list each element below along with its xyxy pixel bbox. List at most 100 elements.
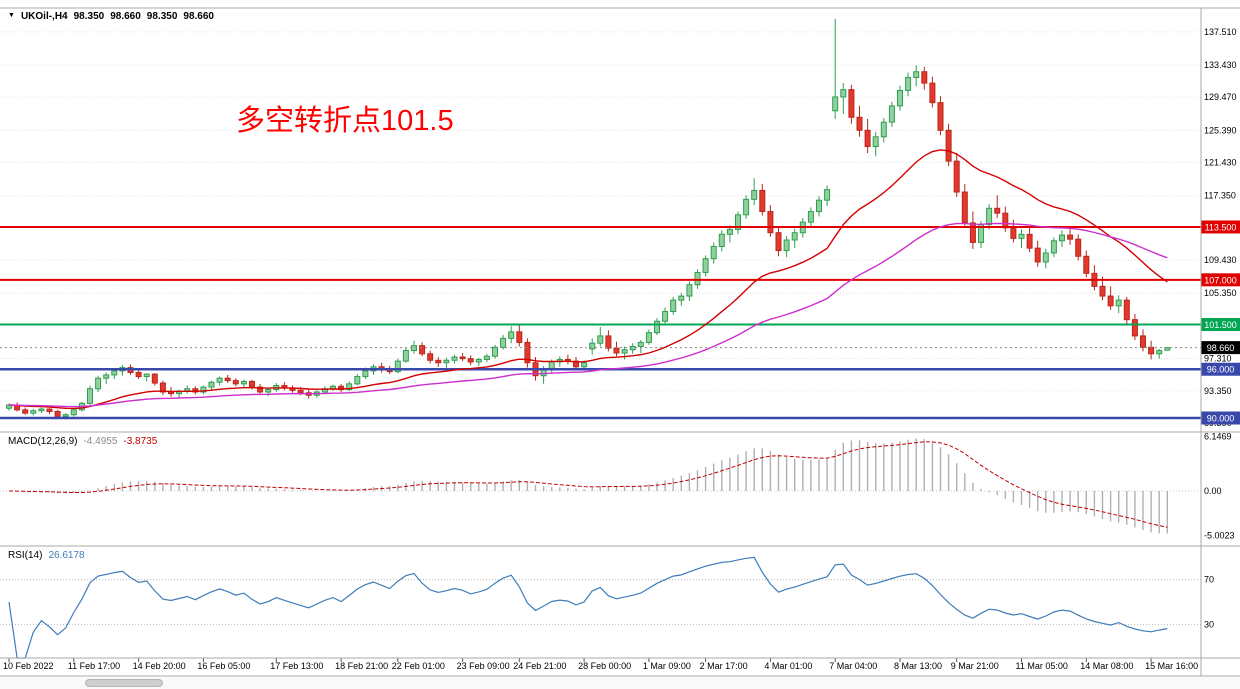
symbol-dropdown-icon[interactable]: ▼ (8, 12, 15, 19)
rsi-level-label: 30 (1204, 619, 1214, 629)
candle-body (864, 129, 871, 148)
candle-body (143, 373, 150, 378)
candle-body (419, 345, 426, 355)
macd-histogram (16, 438, 1169, 534)
candle-body (435, 359, 442, 364)
candle-body (816, 199, 822, 213)
price-axis[interactable]: 137.510 133.430 129.470 125.390 121.430 117.3… (1201, 27, 1240, 428)
macd-name: MACD(12,26,9) (8, 436, 78, 447)
candle-body (1156, 350, 1163, 355)
candle-body (451, 356, 458, 361)
candle-body (443, 359, 450, 364)
symbol-header: ▼ UKOil-,H4 98.350 98.660 98.350 98.660 (8, 11, 214, 22)
x-axis-label: 10 Feb 2022 (3, 661, 54, 671)
candle-body (961, 191, 968, 224)
candle-body (394, 360, 401, 373)
rsi-value: 26.6178 (48, 550, 85, 561)
pane-borders (0, 7, 1240, 677)
macd-axis-tick-label: -5.0023 (1204, 531, 1235, 541)
candle-body (905, 76, 912, 91)
candle-body (589, 342, 596, 350)
candle-body (969, 222, 976, 243)
ohlc-high: 98.660 (110, 11, 141, 22)
candle-body (597, 335, 604, 344)
macd-axis[interactable]: 6.1469 0.00 -5.0023 (1204, 431, 1235, 540)
svg-text:101.500: 101.500 (1204, 320, 1237, 330)
candle-body (216, 377, 223, 383)
current-price-label: 98.660 (1201, 341, 1240, 355)
candle-body (362, 370, 369, 378)
x-axis-label: 14 Mar 08:00 (1080, 661, 1133, 671)
candle-body (151, 373, 158, 384)
candle-body (953, 160, 960, 193)
price-axis-tick-label: 97.310 (1204, 354, 1232, 364)
candle-body (613, 347, 620, 354)
candle-body (986, 207, 993, 226)
candle-body (1140, 335, 1146, 348)
candle-body (832, 96, 839, 112)
candle-body (621, 349, 628, 354)
candle-body (718, 233, 725, 247)
rsi-indicator-label: RSI(14) 26.6178 (8, 550, 85, 561)
ma-slow-line (8, 222, 1168, 408)
candle-body (492, 346, 498, 357)
candle-body (913, 71, 920, 78)
candle-body (856, 116, 863, 131)
candle-body (1018, 233, 1025, 239)
x-axis[interactable]: 10 Feb 2022 11 Feb 17:00 14 Feb 20:00 16 Fe… (3, 658, 1198, 671)
candle-body (1002, 212, 1009, 229)
x-axis-label: 11 Feb 17:00 (68, 661, 120, 671)
macd-axis-tick-label: 6.1469 (1204, 431, 1232, 441)
ohlc-open: 98.350 (73, 11, 105, 22)
candle-body (1034, 247, 1041, 263)
x-axis-label: 22 Feb 01:00 (392, 661, 445, 671)
candle-body (30, 410, 37, 414)
x-axis-label: 7 Mar 04:00 (829, 661, 877, 671)
price-axis-tick-label: 117.350 (1204, 191, 1236, 201)
price-axis-tick-label: 121.430 (1204, 158, 1237, 168)
candle-body (54, 410, 61, 417)
candle-body (459, 356, 466, 360)
svg-text:90.000: 90.000 (1207, 414, 1235, 424)
x-axis-label: 14 Feb 20:00 (133, 661, 186, 671)
candle-body (1059, 234, 1065, 242)
x-axis-label: 18 Feb 21:00 (335, 661, 388, 671)
candle-body (6, 404, 12, 409)
macd-value-main: -4.4955 (83, 436, 118, 447)
macd-axis-tick-label: 0.00 (1204, 486, 1222, 496)
candle-body (767, 211, 774, 234)
x-axis-label: 8 Mar 13:00 (894, 661, 942, 671)
candle-body (500, 337, 507, 348)
moving-averages-layer (8, 149, 1168, 410)
rsi-line (8, 556, 1168, 659)
candle-body (581, 362, 588, 368)
candle-body (775, 232, 782, 252)
candle-body (200, 386, 207, 393)
candle-body (516, 331, 523, 343)
candle-body (702, 258, 709, 274)
candle-body (654, 320, 660, 334)
scrollbar-thumb[interactable] (85, 679, 163, 687)
candle-body (1042, 252, 1049, 263)
horizontal-levels-layer (0, 225, 1201, 420)
ohlc-close: 98.660 (183, 11, 214, 22)
chart-annotation-text[interactable]: 多空转折点101.5 (236, 105, 454, 137)
candle-body (1026, 233, 1033, 249)
candle-body (888, 105, 895, 123)
candle-body (726, 228, 733, 235)
candle-body (751, 189, 758, 200)
candle-body (872, 136, 879, 148)
candle-body (645, 332, 652, 343)
x-axis-label: 28 Feb 00:00 (578, 661, 631, 671)
price-axis-tick-label: 129.470 (1204, 92, 1237, 102)
candle-body (743, 198, 750, 216)
rsi-level-label: 70 (1204, 575, 1214, 585)
candle-body (1148, 346, 1155, 355)
candle-body (224, 377, 231, 382)
macd-value-signal: -3.8735 (123, 436, 158, 447)
horizontal-scrollbar[interactable] (0, 677, 1240, 689)
price-axis-tick-label: 125.390 (1204, 125, 1237, 135)
candle-body (678, 295, 685, 301)
price-axis-tick-label: 133.430 (1204, 60, 1237, 70)
